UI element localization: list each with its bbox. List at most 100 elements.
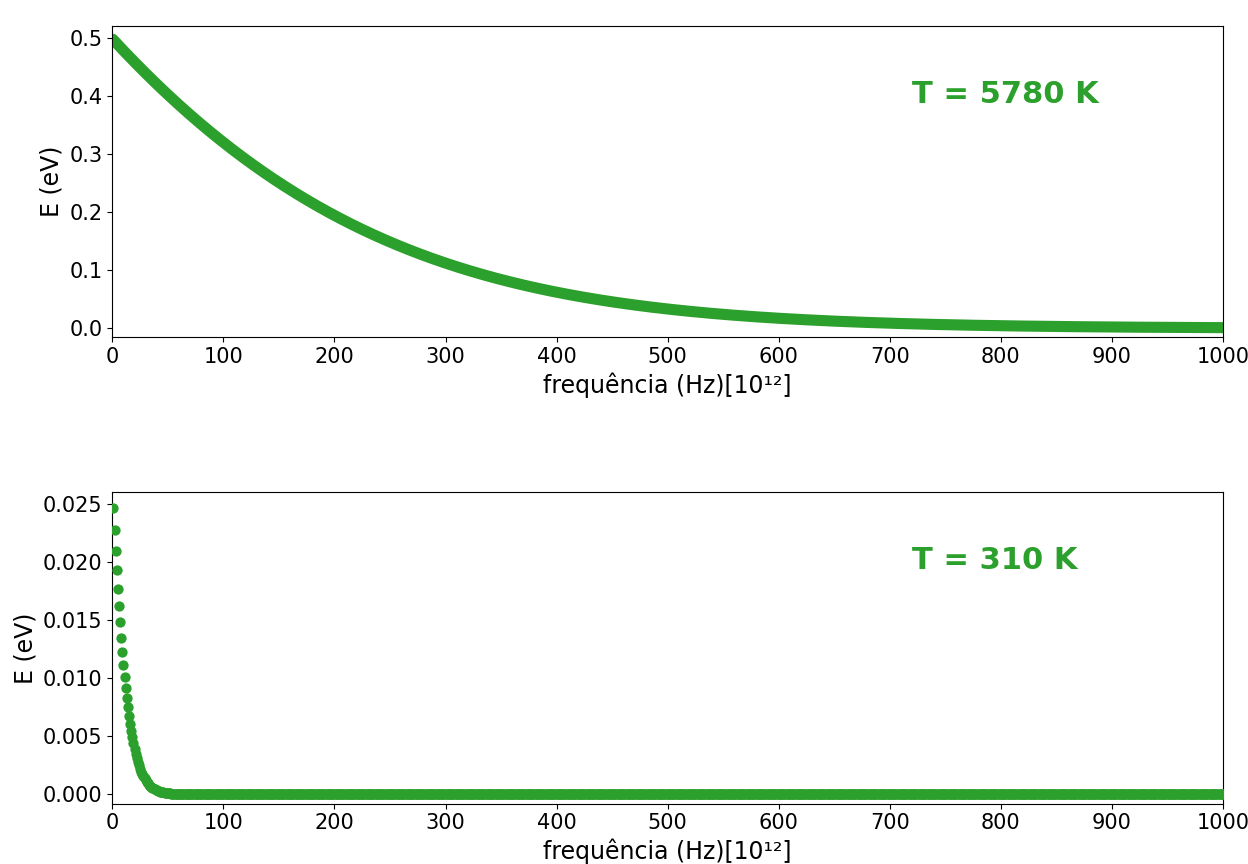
Point	[1032, 787, 1052, 801]
Point	[1011, 787, 1031, 801]
Point	[623, 787, 643, 801]
Point	[1163, 787, 1183, 801]
Point	[307, 787, 327, 801]
Point	[544, 787, 564, 801]
Point	[693, 787, 713, 801]
Point	[413, 787, 433, 801]
Point	[894, 787, 914, 801]
Point	[1073, 787, 1093, 801]
Point	[1003, 787, 1023, 801]
Point	[1082, 787, 1102, 801]
Point	[764, 787, 784, 801]
Point	[714, 787, 734, 801]
Point	[1201, 787, 1221, 801]
Point	[890, 787, 910, 801]
Point	[751, 787, 771, 801]
Point	[329, 787, 349, 801]
Point	[208, 787, 228, 801]
Point	[1188, 787, 1208, 801]
Point	[734, 787, 754, 801]
Point	[633, 787, 653, 801]
Point	[646, 787, 666, 801]
Point	[761, 787, 781, 801]
Point	[247, 787, 267, 801]
Point	[248, 787, 268, 801]
Point	[1168, 787, 1188, 801]
Point	[287, 787, 307, 801]
Point	[938, 787, 958, 801]
Point	[402, 787, 422, 801]
Point	[784, 787, 804, 801]
Point	[836, 787, 856, 801]
Point	[468, 787, 488, 801]
Point	[489, 787, 509, 801]
Point	[257, 787, 277, 801]
Point	[817, 787, 837, 801]
Point	[995, 787, 1015, 801]
Point	[895, 787, 915, 801]
Point	[1016, 787, 1036, 801]
Point	[696, 787, 716, 801]
Point	[1124, 787, 1144, 801]
Point	[157, 786, 177, 800]
Point	[283, 787, 303, 801]
Point	[1146, 787, 1166, 801]
Point	[1104, 787, 1124, 801]
Point	[557, 787, 577, 801]
Point	[488, 787, 508, 801]
Point	[1094, 787, 1114, 801]
Point	[1092, 787, 1112, 801]
Point	[213, 787, 233, 801]
Point	[719, 787, 739, 801]
Point	[1062, 787, 1082, 801]
Point	[680, 787, 700, 801]
Point	[1127, 787, 1147, 801]
Point	[226, 787, 246, 801]
Point	[377, 787, 397, 801]
Point	[827, 787, 847, 801]
Point	[774, 787, 794, 801]
Point	[998, 787, 1018, 801]
Point	[160, 786, 180, 800]
Point	[724, 787, 744, 801]
Point	[1043, 787, 1063, 801]
Point	[523, 787, 543, 801]
Point	[986, 787, 1006, 801]
Point	[931, 787, 951, 801]
Point	[228, 787, 248, 801]
Point	[1128, 787, 1148, 801]
Point	[988, 787, 1008, 801]
Point	[1080, 787, 1099, 801]
Point	[698, 787, 718, 801]
Point	[806, 787, 826, 801]
Point	[736, 787, 756, 801]
Point	[976, 787, 996, 801]
Point	[844, 787, 864, 801]
Point	[352, 787, 372, 801]
Point	[904, 787, 924, 801]
Point	[114, 658, 134, 671]
Point	[965, 787, 985, 801]
Point	[158, 786, 178, 800]
Point	[270, 787, 290, 801]
Point	[1147, 787, 1167, 801]
Point	[1149, 787, 1169, 801]
Point	[499, 787, 519, 801]
Point	[1097, 787, 1117, 801]
Point	[897, 787, 917, 801]
Point	[537, 787, 557, 801]
Point	[1132, 787, 1152, 801]
Point	[532, 787, 552, 801]
Point	[416, 787, 436, 801]
Point	[1028, 787, 1048, 801]
Point	[866, 787, 886, 801]
Point	[735, 787, 755, 801]
Point	[1087, 787, 1107, 801]
Point	[993, 787, 1013, 801]
Point	[946, 787, 966, 801]
Point	[262, 787, 282, 801]
Point	[409, 787, 429, 801]
Point	[685, 787, 705, 801]
Point	[670, 787, 690, 801]
Point	[388, 787, 408, 801]
